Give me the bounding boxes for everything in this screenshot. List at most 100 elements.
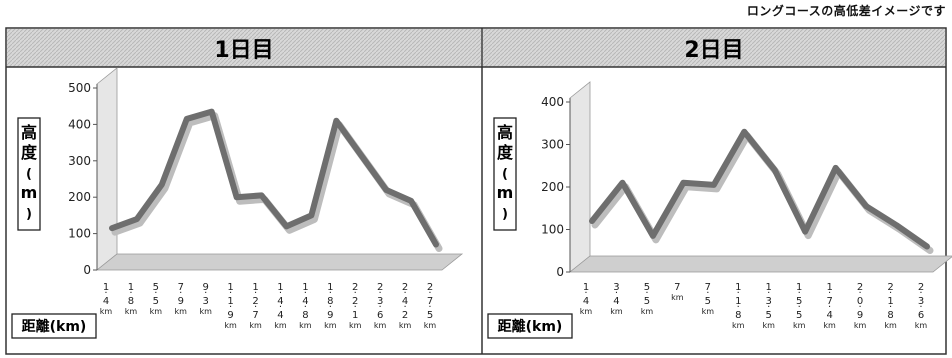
svg-text:7: 7: [674, 282, 680, 293]
y-axis-label-char: 度: [497, 143, 514, 162]
x-tick-label: 5 · 5km: [641, 282, 654, 316]
data-point: [408, 198, 414, 204]
x-tick-unit: km: [374, 321, 387, 330]
svg-text:1·8: 1 · 8: [128, 282, 134, 307]
x-tick-unit: km: [349, 321, 362, 330]
svg-text:2·7·5: 2 · 7 · 5: [427, 282, 433, 321]
x-tick-unit: km: [884, 321, 897, 330]
x-tick-unit: km: [580, 307, 593, 316]
x-tick-label: 9 · 3km: [199, 282, 212, 316]
svg-text:2·4·2: 2 · 4 · 2: [402, 282, 408, 321]
figure-frame: [5, 27, 947, 355]
x-tick-unit: km: [274, 321, 287, 330]
y-tick-label: 0: [83, 263, 91, 277]
y-tick-label: 400: [68, 117, 91, 131]
svg-text:2·3·6: 2 · 3 · 6: [918, 282, 924, 321]
x-tick-unit: km: [199, 307, 212, 316]
y-axis-label-char: 度: [21, 143, 38, 162]
svg-text:1·4: 1 · 4: [583, 282, 589, 307]
x-tick-label: 1 · 4km: [100, 282, 113, 316]
series-line: [109, 108, 439, 248]
svg-text:2·3·6: 2 · 3 · 6: [377, 282, 383, 321]
x-tick-unit: km: [150, 307, 163, 316]
x-tick-label: 1 · 3 · 5km: [763, 282, 776, 330]
x-tick-label: 2 · 3 · 6km: [374, 282, 387, 330]
data-point: [259, 192, 265, 198]
y-tick-label: 200: [541, 180, 564, 194]
x-tick-label: 7 · 9km: [175, 282, 188, 316]
x-tick-unit: km: [424, 321, 437, 330]
y-tick-label: 100: [541, 223, 564, 237]
svg-text:5·5: 5 · 5: [644, 282, 650, 307]
y-axis-label-char: m: [21, 183, 38, 202]
data-point: [383, 187, 389, 193]
x-axis-label-box: [487, 313, 573, 339]
x-tick-unit: km: [702, 307, 715, 316]
svg-text:3·4: 3 · 4: [613, 282, 619, 307]
x-tick-label: 1 · 8km: [125, 282, 138, 316]
svg-text:1·3·5: 1 · 3 · 5: [766, 282, 772, 321]
x-tick-unit: km: [823, 321, 836, 330]
y-tick-label: 300: [68, 154, 91, 168]
data-point: [333, 118, 339, 124]
chart-floor: [95, 253, 464, 271]
data-point: [358, 152, 364, 158]
x-tick-unit: km: [249, 321, 262, 330]
y-tick-label: 300: [541, 138, 564, 152]
data-point: [833, 165, 839, 171]
svg-text:1·5·5: 1 · 5 · 5: [796, 282, 802, 321]
figure-caption: ロングコースの高低差イメージです: [746, 4, 946, 18]
svg-text:7·9: 7 · 9: [178, 282, 184, 307]
y-tick-label: 0: [556, 265, 564, 279]
panel-header: [483, 29, 945, 67]
y-axis-label-char: ): [502, 207, 508, 222]
svg-text:1·4·8: 1 · 4 · 8: [302, 282, 308, 321]
x-tick-unit: km: [324, 321, 337, 330]
data-point: [433, 242, 439, 248]
data-point: [283, 223, 289, 229]
x-tick-unit: km: [793, 321, 806, 330]
x-tick-label: 2 · 2 · 1km: [349, 282, 362, 330]
x-tick-unit: km: [175, 307, 188, 316]
svg-text:1·2·7: 1 · 2 · 7: [252, 282, 258, 321]
svg-text:7·5: 7 · 5: [705, 282, 711, 307]
y-axis-wall: [96, 67, 118, 271]
data-point: [863, 203, 869, 209]
y-axis-label-char: ): [26, 207, 32, 222]
data-point: [619, 180, 625, 186]
x-tick-label: 1 · 4km: [580, 282, 593, 316]
data-point: [184, 116, 190, 122]
x-tick-unit: km: [125, 307, 138, 316]
x-tick-label: 1 · 2 · 7km: [249, 282, 262, 330]
y-axis-label-box: [493, 117, 517, 231]
x-tick-label: 2 · 3 · 6km: [915, 282, 928, 330]
x-tick-label: 2 · 1 · 8km: [884, 282, 897, 330]
data-point: [741, 129, 747, 135]
x-axis-label-box: [11, 313, 97, 339]
data-point: [234, 194, 240, 200]
data-point: [924, 244, 930, 249]
data-point: [109, 225, 115, 231]
x-tick-unit: km: [915, 321, 928, 330]
y-axis-label-char: m: [497, 183, 514, 202]
panel-title: 1日目: [214, 38, 273, 63]
y-tick-label: 200: [68, 190, 91, 204]
x-tick-label: 1 · 4 · 8km: [299, 282, 312, 330]
svg-text:2·2·1: 2 · 2 · 1: [352, 282, 358, 321]
data-point: [650, 233, 656, 239]
svg-text:2·1·8: 2 · 1 · 8: [887, 282, 893, 321]
x-tick-label: 5 · 5km: [150, 282, 163, 316]
data-point: [772, 167, 778, 173]
x-axis-label: 距離(km): [498, 318, 563, 335]
x-tick-label: 7 · 5km: [702, 282, 715, 316]
data-point: [134, 216, 140, 222]
data-point: [159, 181, 165, 187]
y-tick-label: 100: [68, 227, 91, 241]
x-tick-unit: km: [641, 307, 654, 316]
svg-text:1·7·4: 1 · 7 · 4: [826, 282, 832, 321]
y-axis-label-char: 高: [497, 123, 513, 142]
x-tick-label: 2 · 7 · 5km: [424, 282, 437, 330]
x-tick-unit: km: [854, 321, 867, 330]
